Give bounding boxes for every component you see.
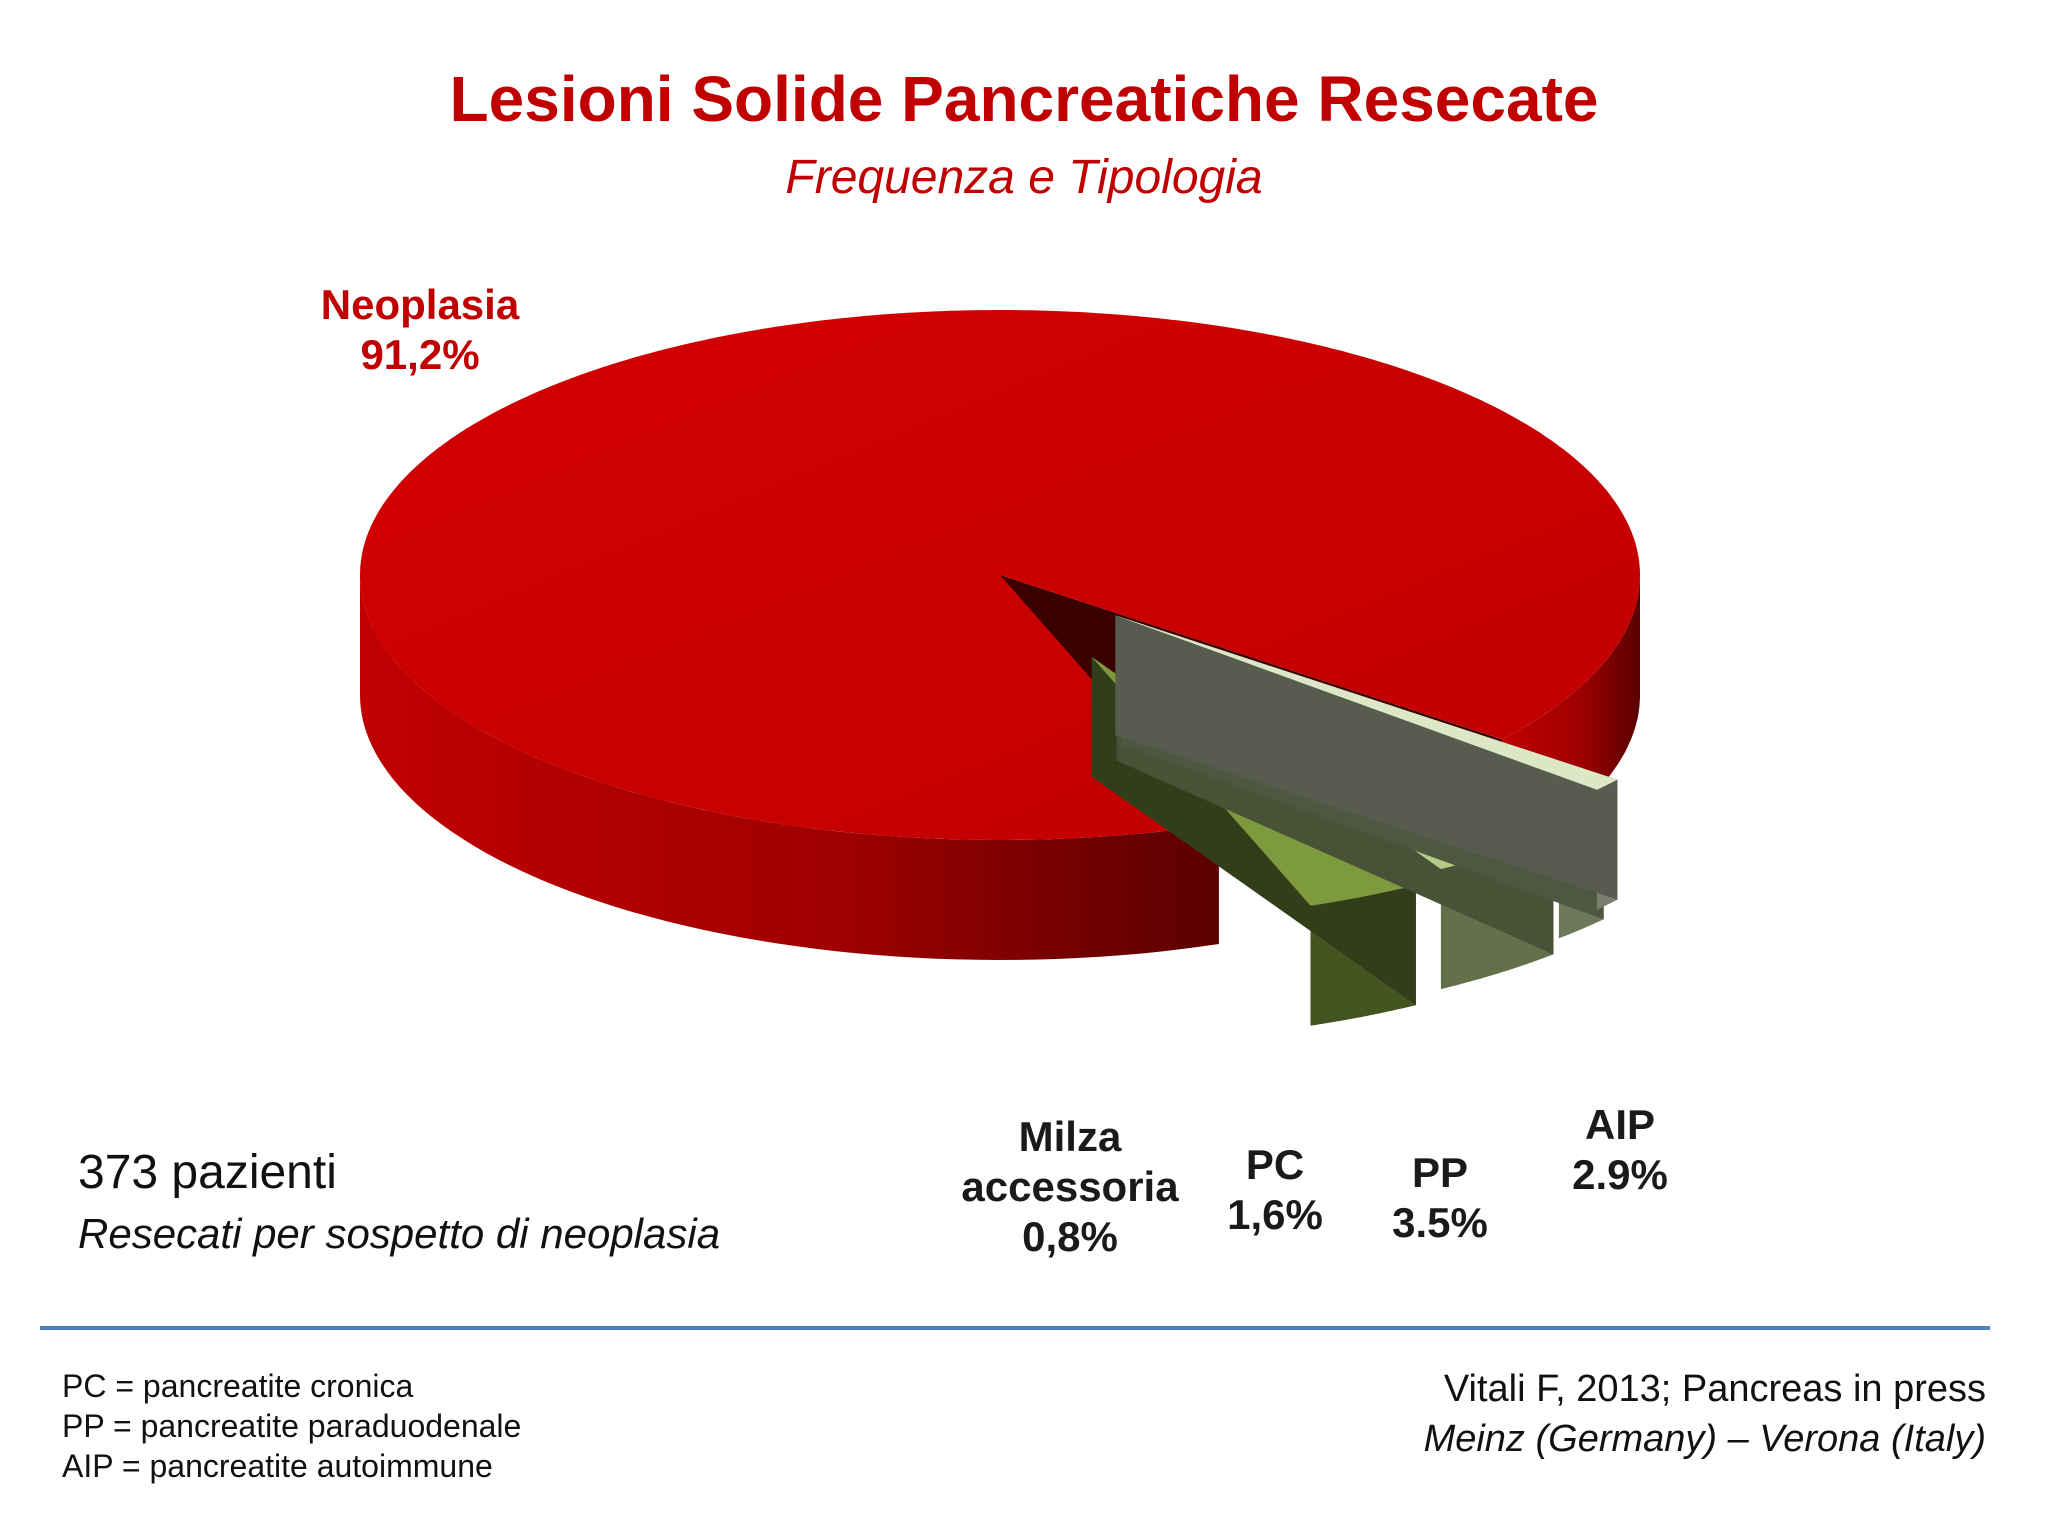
- legend-item: PP = pancreatite paraduodenale: [62, 1408, 522, 1444]
- pie-slice-neoplasia: [360, 310, 1640, 840]
- chart-subtitle: Frequenza e Tipologia: [785, 151, 1263, 204]
- divider-line: [40, 1326, 1990, 1330]
- label-milza-name2: accessoria: [961, 1163, 1179, 1210]
- label-milza-pct: 0,8%: [1022, 1213, 1118, 1260]
- legend-item: AIP = pancreatite autoimmune: [62, 1448, 493, 1484]
- pie-face-milza: [1115, 615, 1618, 900]
- label-aip-pct: 2.9%: [1572, 1151, 1668, 1198]
- label-aip: AIP 2.9%: [1545, 1100, 1695, 1200]
- label-pc-pct: 1,6%: [1227, 1191, 1323, 1238]
- label-neoplasia: Neoplasia 91,2%: [290, 280, 550, 380]
- label-pc: PC 1,6%: [1200, 1140, 1350, 1240]
- label-pc-name: PC: [1245, 1141, 1305, 1188]
- patients-description: Resecati per sospetto di neoplasia: [78, 1210, 721, 1257]
- pie-slice-milza: [1115, 615, 1618, 790]
- label-pp: PP 3.5%: [1365, 1148, 1515, 1248]
- label-milza-name1: Milza: [1018, 1113, 1122, 1160]
- label-neoplasia-pct: 91,2%: [360, 331, 480, 378]
- label-pp-pct: 3.5%: [1392, 1199, 1488, 1246]
- reference-location: Meinz (Germany) – Verona (Italy): [1423, 1418, 1986, 1460]
- label-pp-name: PP: [1411, 1149, 1469, 1196]
- chart-title: Lesioni Solide Pancreatiche Resecate: [449, 63, 1599, 135]
- pie-side-neoplasia-1: [360, 575, 1219, 960]
- patients-count: 373 pazienti: [78, 1146, 337, 1199]
- label-neoplasia-name: Neoplasia: [320, 281, 520, 328]
- legend-item: PC = pancreatite cronica: [62, 1368, 414, 1404]
- reference-citation: Vitali F, 2013; Pancreas in press: [1443, 1368, 1986, 1410]
- pie-chart: [360, 310, 1640, 1026]
- label-aip-name: AIP: [1584, 1101, 1655, 1148]
- label-milza: Milza accessoria 0,8%: [920, 1112, 1220, 1262]
